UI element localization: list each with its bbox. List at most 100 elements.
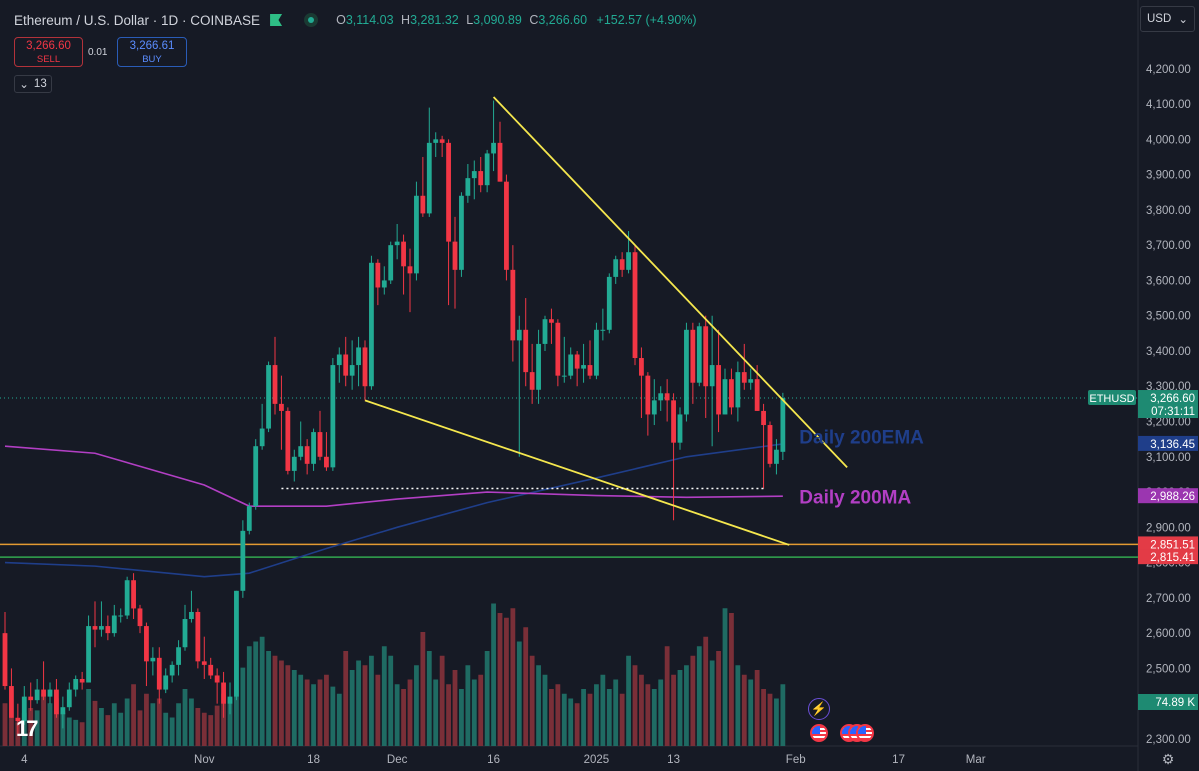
currency-select[interactable]: USD ⌄ — [1140, 6, 1195, 32]
tradingview-logo[interactable]: 17 — [16, 716, 39, 741]
y-tick-label: 3,900.00 — [1146, 170, 1191, 182]
volume-bar — [137, 710, 143, 746]
volume-bar — [671, 674, 676, 746]
y-tick-label: 3,800.00 — [1146, 205, 1191, 217]
candle-body — [356, 347, 361, 366]
volume-bar — [208, 715, 214, 746]
candle-body — [214, 675, 220, 683]
candle-body — [253, 446, 259, 507]
volume-bar — [272, 655, 278, 746]
volume-bar — [401, 689, 406, 746]
candle-body — [414, 195, 419, 274]
price-badge — [1138, 488, 1198, 504]
volume-bar — [497, 613, 503, 746]
candle-body — [86, 626, 91, 683]
indicators-toggle[interactable]: ⌄ 13 — [14, 75, 52, 93]
volume-bar — [163, 712, 169, 746]
us-flag-event-icon[interactable] — [856, 724, 874, 742]
volume-bar — [150, 703, 156, 746]
indicators-count: 13 — [33, 78, 47, 90]
volume-bar — [645, 684, 651, 746]
volume-bar — [651, 689, 657, 746]
candle-body — [439, 139, 445, 143]
us-flag-event-icon[interactable] — [810, 724, 828, 742]
volume-bar — [28, 708, 34, 746]
candle-body — [118, 615, 124, 617]
volume-bar — [182, 689, 188, 746]
candle-body — [99, 626, 104, 630]
volume-bar — [446, 684, 451, 746]
volume-bar — [523, 627, 529, 746]
volume-bar — [471, 679, 477, 746]
candle-body — [208, 664, 214, 676]
candle-body — [73, 678, 79, 690]
candle-body — [272, 365, 278, 404]
volume-bar — [60, 712, 66, 746]
candle-body — [227, 696, 233, 704]
candle-body — [298, 446, 304, 457]
candle-body — [709, 365, 715, 387]
volume-bar — [613, 679, 619, 746]
candle-body — [542, 319, 548, 344]
volume-bar — [568, 698, 574, 746]
sell-price: 3,266.60 — [26, 40, 71, 52]
candle-body — [150, 657, 156, 662]
x-tick-label: Nov — [194, 754, 215, 766]
candle-body — [266, 365, 271, 429]
volume-bar — [426, 651, 432, 746]
settings-gear-icon[interactable]: ⚙ — [1162, 752, 1175, 768]
y-tick-label: 3,500.00 — [1146, 311, 1191, 323]
candle-body — [92, 626, 98, 630]
volume-bar — [118, 712, 124, 746]
volume-bar — [47, 703, 53, 746]
candle-body — [651, 400, 657, 415]
volume-bar — [542, 674, 548, 746]
candle-body — [465, 178, 471, 196]
candle-body — [317, 432, 323, 457]
candle-body — [28, 696, 34, 701]
chevron-down-icon: ⌄ — [1178, 14, 1188, 26]
candle-body — [394, 241, 400, 246]
volume-bar — [690, 655, 696, 746]
volume-bar — [439, 655, 445, 746]
volume-bar — [780, 684, 786, 746]
candle-body — [568, 354, 574, 376]
price-badge-value: 3,136.45 — [1150, 439, 1195, 451]
volume-bar — [594, 684, 599, 746]
daily-200ma-line — [4, 445, 783, 507]
volume-bar — [375, 674, 381, 746]
sell-button[interactable]: 3,266.60 SELL — [14, 37, 83, 67]
volume-bar — [729, 613, 734, 746]
y-tick-label: 4,200.00 — [1146, 64, 1191, 76]
candle-body — [459, 195, 464, 270]
buy-button[interactable]: 3,266.61 BUY — [117, 37, 187, 67]
earnings-lightning-icon[interactable]: ⚡ — [808, 698, 830, 720]
volume-bar — [388, 655, 394, 746]
candle-body — [163, 675, 169, 690]
symbol-title[interactable]: Ethereum / U.S. Dollar · 1D · COINBASE — [14, 12, 261, 28]
candle-body — [240, 530, 246, 591]
candle-body — [66, 689, 72, 708]
volume-bar — [516, 641, 522, 746]
candle-body — [111, 615, 117, 634]
buy-price: 3,266.61 — [129, 40, 175, 52]
flag-icon[interactable] — [270, 14, 283, 26]
candle-body — [369, 262, 374, 387]
y-tick-label: 4,000.00 — [1146, 134, 1191, 146]
trendline — [364, 399, 790, 546]
candle-body — [504, 181, 509, 270]
candle-body — [381, 280, 387, 288]
volume-bar — [2, 703, 8, 746]
daily-200ema-line — [4, 443, 783, 578]
x-tick-label: 13 — [667, 754, 680, 766]
y-tick-label: 2,900.00 — [1146, 522, 1191, 534]
candle-body — [9, 686, 14, 718]
volume-bar — [465, 665, 471, 746]
volume-bar — [709, 660, 715, 746]
ohlc-values: O3,114.03 H3,281.32 L3,090.89 C3,266.60 … — [336, 13, 697, 27]
candle-body — [156, 657, 162, 690]
candle-body — [780, 398, 786, 452]
volume-bar — [619, 693, 625, 746]
candle-body — [632, 252, 638, 359]
